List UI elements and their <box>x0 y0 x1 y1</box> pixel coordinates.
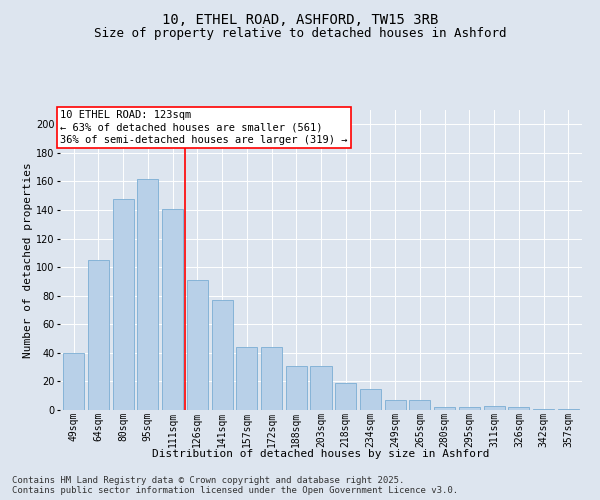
Bar <box>459 407 480 410</box>
Text: Size of property relative to detached houses in Ashford: Size of property relative to detached ho… <box>94 28 506 40</box>
Bar <box>236 347 257 410</box>
Bar <box>508 407 529 410</box>
Bar <box>385 400 406 410</box>
Bar <box>212 300 233 410</box>
Bar <box>335 383 356 410</box>
Bar <box>286 366 307 410</box>
Text: 10 ETHEL ROAD: 123sqm
← 63% of detached houses are smaller (561)
36% of semi-det: 10 ETHEL ROAD: 123sqm ← 63% of detached … <box>60 110 347 145</box>
Bar <box>360 388 381 410</box>
Text: Contains HM Land Registry data © Crown copyright and database right 2025.
Contai: Contains HM Land Registry data © Crown c… <box>12 476 458 495</box>
Bar <box>310 366 332 410</box>
Bar <box>261 347 282 410</box>
Bar <box>558 408 579 410</box>
Bar <box>187 280 208 410</box>
Bar <box>88 260 109 410</box>
Bar <box>113 198 134 410</box>
Bar <box>63 353 84 410</box>
Bar <box>484 406 505 410</box>
Text: 10, ETHEL ROAD, ASHFORD, TW15 3RB: 10, ETHEL ROAD, ASHFORD, TW15 3RB <box>162 12 438 26</box>
Bar <box>162 208 183 410</box>
Bar <box>137 178 158 410</box>
Bar <box>533 408 554 410</box>
Bar <box>434 407 455 410</box>
X-axis label: Distribution of detached houses by size in Ashford: Distribution of detached houses by size … <box>152 450 490 460</box>
Y-axis label: Number of detached properties: Number of detached properties <box>23 162 33 358</box>
Bar <box>409 400 430 410</box>
